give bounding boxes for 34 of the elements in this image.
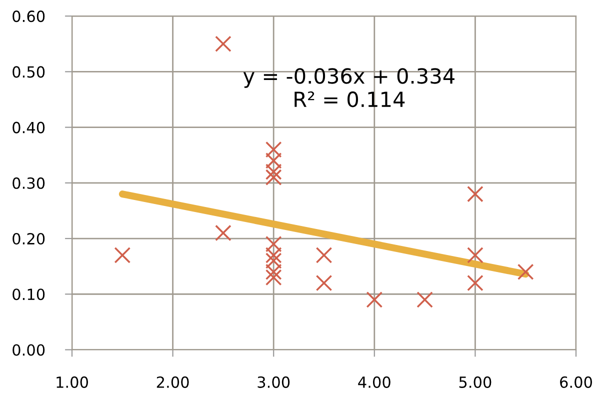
y-tick-label: 0.40 <box>12 122 45 134</box>
point <box>416 292 433 308</box>
point <box>265 247 282 264</box>
point <box>265 269 282 286</box>
point <box>366 292 383 308</box>
x-tick-label: 5.00 <box>459 376 492 388</box>
point <box>467 186 484 202</box>
point <box>215 224 232 242</box>
point <box>467 247 484 264</box>
x-tick-label: 1.00 <box>56 376 88 388</box>
annotation: y = -0.036x + 0.334 R² = 0.114 <box>243 68 454 108</box>
x-tick-label: 3.00 <box>258 376 290 388</box>
point <box>467 274 484 292</box>
point <box>265 169 282 186</box>
point <box>265 236 282 252</box>
point <box>316 274 332 292</box>
y-tick-label: 0.60 <box>12 10 45 22</box>
y-tick-label: 0.20 <box>12 232 45 245</box>
point <box>265 152 282 169</box>
x-tick-label: 6.00 <box>560 376 592 388</box>
point <box>265 141 282 158</box>
x-tick-label: 2.00 <box>156 376 189 388</box>
point <box>265 252 282 269</box>
point <box>114 247 131 264</box>
point <box>215 36 232 52</box>
y-tick-label: 0.00 <box>12 344 45 356</box>
y-tick-label: 0.10 <box>12 288 45 300</box>
x-tick-label: 4.00 <box>358 376 390 388</box>
point <box>517 264 534 280</box>
point <box>265 264 282 280</box>
y-tick-label: 0.50 <box>12 66 45 78</box>
y-tick-label: 0.30 <box>12 177 45 189</box>
point <box>316 247 332 264</box>
point <box>265 164 282 180</box>
